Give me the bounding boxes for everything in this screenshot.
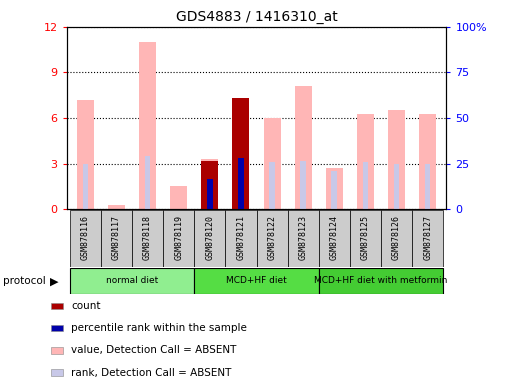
Text: ▶: ▶ bbox=[50, 276, 59, 286]
Bar bbox=[77, 100, 94, 209]
Text: normal diet: normal diet bbox=[106, 276, 158, 285]
Bar bbox=[194, 210, 225, 267]
Bar bbox=[357, 114, 374, 209]
Text: GSM878124: GSM878124 bbox=[330, 215, 339, 260]
Bar bbox=[145, 156, 150, 209]
Bar bbox=[201, 161, 219, 209]
Text: rank, Detection Call = ABSENT: rank, Detection Call = ABSENT bbox=[71, 367, 231, 377]
Text: GSM878116: GSM878116 bbox=[81, 215, 90, 260]
Bar bbox=[288, 210, 319, 267]
Text: MCD+HF diet with metformin: MCD+HF diet with metformin bbox=[314, 276, 448, 285]
Text: value, Detection Call = ABSENT: value, Detection Call = ABSENT bbox=[71, 346, 236, 356]
Bar bbox=[163, 210, 194, 267]
Bar bbox=[419, 114, 436, 209]
Bar bbox=[70, 268, 194, 294]
Bar bbox=[238, 157, 244, 209]
Bar bbox=[331, 171, 337, 209]
Bar bbox=[51, 369, 63, 376]
Bar bbox=[326, 168, 343, 209]
Bar bbox=[238, 161, 244, 209]
Bar bbox=[363, 162, 368, 209]
Bar bbox=[51, 325, 63, 331]
Text: GSM878118: GSM878118 bbox=[143, 215, 152, 260]
Bar bbox=[132, 210, 163, 267]
Bar bbox=[256, 210, 288, 267]
Bar bbox=[207, 179, 212, 209]
Text: GSM878123: GSM878123 bbox=[299, 215, 308, 260]
Bar bbox=[393, 164, 399, 209]
Bar bbox=[51, 303, 63, 310]
Bar bbox=[83, 164, 88, 209]
Text: GSM878122: GSM878122 bbox=[268, 215, 277, 260]
Bar bbox=[139, 42, 156, 209]
Bar bbox=[201, 159, 219, 209]
Bar bbox=[194, 268, 319, 294]
Bar bbox=[232, 98, 249, 209]
Bar bbox=[319, 268, 443, 294]
Text: GSM878125: GSM878125 bbox=[361, 215, 370, 260]
Bar bbox=[350, 210, 381, 267]
Bar bbox=[101, 210, 132, 267]
Text: GSM878119: GSM878119 bbox=[174, 215, 183, 260]
Text: GSM878126: GSM878126 bbox=[392, 215, 401, 260]
Bar bbox=[381, 210, 412, 267]
Bar bbox=[301, 161, 306, 209]
Text: GSM878127: GSM878127 bbox=[423, 215, 432, 260]
Text: percentile rank within the sample: percentile rank within the sample bbox=[71, 323, 247, 333]
Bar bbox=[319, 210, 350, 267]
Bar bbox=[170, 187, 187, 209]
Bar bbox=[51, 348, 63, 354]
Bar bbox=[269, 162, 275, 209]
Text: GSM878121: GSM878121 bbox=[236, 215, 245, 260]
Text: protocol: protocol bbox=[3, 276, 45, 286]
Bar bbox=[264, 118, 281, 209]
Bar bbox=[108, 205, 125, 209]
Bar bbox=[225, 210, 256, 267]
Text: GSM878117: GSM878117 bbox=[112, 215, 121, 260]
Text: MCD+HF diet: MCD+HF diet bbox=[226, 276, 287, 285]
Bar bbox=[425, 164, 430, 209]
Text: GSM878120: GSM878120 bbox=[205, 215, 214, 260]
Title: GDS4883 / 1416310_at: GDS4883 / 1416310_at bbox=[175, 10, 338, 25]
Bar bbox=[232, 101, 249, 209]
Text: count: count bbox=[71, 301, 101, 311]
Bar bbox=[412, 210, 443, 267]
Bar bbox=[388, 111, 405, 209]
Bar bbox=[70, 210, 101, 267]
Bar bbox=[294, 86, 312, 209]
